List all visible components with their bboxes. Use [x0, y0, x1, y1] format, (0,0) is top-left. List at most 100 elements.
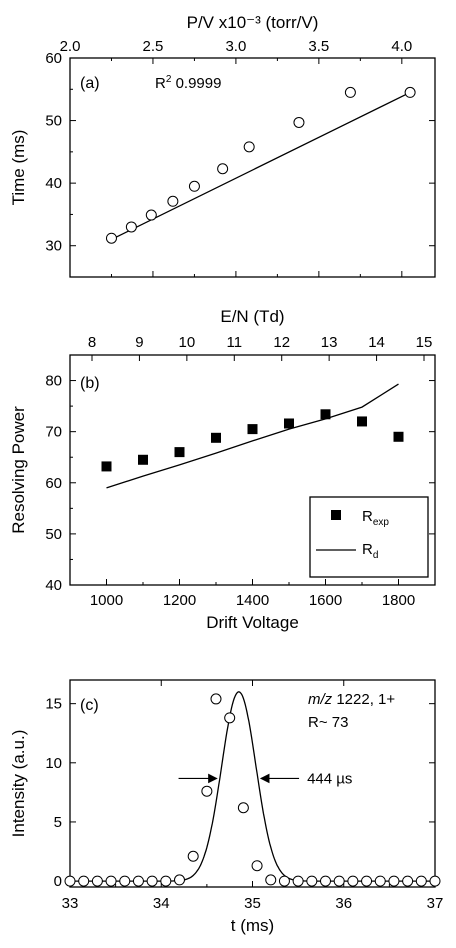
fwhm-label: 444 µs [307, 770, 352, 787]
legend-frame [309, 496, 429, 578]
bottom-tick-label-c: 33 [62, 895, 79, 912]
top-tick-label-b: 12 [273, 334, 290, 351]
gaussian-fit-curve [70, 691, 435, 882]
y-tick-label-c: 0 [54, 873, 62, 890]
y-tick-label-b: 50 [45, 526, 62, 543]
data-point-c [105, 875, 117, 887]
y-tick-label-b: 70 [45, 424, 62, 441]
plot-frame-c [69, 679, 436, 888]
bottom-tick-label-b: 1000 [90, 592, 123, 609]
rexp-point [393, 431, 404, 442]
top-tick-label-a: 2.0 [60, 38, 81, 55]
rexp-point [174, 447, 185, 458]
bottom-tick-label-b: 1400 [236, 592, 269, 609]
data-point-a [217, 163, 229, 175]
top-tick-label-a: 3.0 [225, 38, 246, 55]
bottom-tick-label-c: 34 [153, 895, 170, 912]
panel-c: 33 34 35 36 37 t (ms) 0 5 10 15 Intensity (a.u.) 44… [9, 679, 444, 935]
data-point-c [347, 875, 359, 887]
data-point-a [404, 86, 416, 98]
data-point-c [78, 875, 90, 887]
legend-square-marker [331, 510, 341, 520]
data-point-a [105, 232, 117, 244]
panel-b: 1000 1200 1400 1600 1800 Drift Voltage 8 9 10 11 1… [9, 307, 436, 632]
top-tick-label-a: 4.0 [391, 38, 412, 55]
data-point-c [402, 875, 414, 887]
y-tick-label-c: 5 [54, 814, 62, 831]
y-tick-label-a: 30 [45, 238, 62, 255]
bottom-axis-label-c: t (ms) [231, 916, 274, 935]
data-point-c [306, 875, 318, 887]
y-tick-label-a: 50 [45, 113, 62, 130]
mz-annotation: m/z 1222, 1+ [308, 691, 395, 708]
data-point-c [146, 875, 158, 887]
top-tick-label-b: 15 [416, 334, 433, 351]
data-point-a [293, 116, 305, 128]
legend-entry-rd: Rd [362, 541, 378, 561]
y-tick-label-a: 40 [45, 175, 62, 192]
top-tick-label-a: 3.5 [308, 38, 329, 55]
y-tick-label-b: 40 [45, 577, 62, 594]
bottom-tick-label-b: 1600 [309, 592, 342, 609]
legend-b: Rexp Rd [309, 496, 429, 578]
data-point-c [251, 860, 263, 872]
data-point-c [320, 875, 331, 887]
rexp-point [247, 424, 258, 435]
rd-line [106, 383, 399, 489]
top-tick-label-b: 10 [179, 334, 196, 351]
y-tick-label-b: 60 [45, 475, 62, 492]
rexp-point [101, 461, 112, 472]
data-point-a [188, 180, 200, 192]
top-tick-label-b: 13 [321, 334, 338, 351]
bottom-axis-label-b: Drift Voltage [206, 613, 299, 632]
data-point-c [415, 875, 427, 887]
top-tick-label-b: 9 [135, 334, 143, 351]
data-point-c [333, 875, 345, 887]
resolving-power-annotation: R~ 73 [308, 714, 348, 731]
data-point-c [174, 874, 185, 886]
y-tick-label-c: 10 [45, 755, 62, 772]
y-axis-label-a: Time (ms) [9, 130, 28, 206]
top-tick-label-b: 14 [368, 334, 385, 351]
data-point-a [243, 141, 255, 153]
data-point-c [224, 712, 236, 724]
bottom-tick-label-c: 37 [427, 895, 444, 912]
data-point-c [132, 875, 144, 887]
data-point-c [187, 850, 199, 862]
data-point-c [374, 875, 386, 887]
bottom-tick-label-c: 36 [335, 895, 352, 912]
panel-label-a: (a) [80, 75, 100, 92]
data-point-c [429, 875, 441, 887]
r2-annotation: R2 0.9999 [155, 74, 221, 92]
data-point-c [388, 875, 400, 887]
bottom-tick-label-b: 1800 [382, 592, 415, 609]
rexp-point [320, 409, 331, 420]
y-axis-label-b: Resolving Power [9, 406, 28, 534]
panel-label-c: (c) [80, 697, 99, 714]
plot-frame-b [69, 354, 436, 586]
top-tick-label-a: 2.5 [143, 38, 164, 55]
data-point-c [64, 875, 76, 887]
panel-a: 2.0 2.5 3.0 3.5 4.0 P/V x10⁻³ (torr/V) 30 40 50 6… [9, 13, 436, 278]
top-axis-label-a: P/V x10⁻³ (torr/V) [187, 13, 319, 32]
data-point-a [125, 221, 137, 233]
top-tick-label-b: 11 [226, 334, 242, 351]
data-point-c [265, 874, 277, 886]
rexp-point [211, 432, 221, 443]
data-point-c [210, 693, 222, 705]
y-tick-label-a: 60 [45, 50, 62, 67]
rexp-point [138, 454, 148, 465]
top-tick-label-b: 8 [88, 334, 96, 351]
data-point-c [292, 875, 304, 887]
bottom-tick-label-c: 35 [244, 895, 261, 912]
rexp-point [357, 416, 367, 427]
legend-entry-rexp: Rexp [362, 508, 389, 528]
data-point-c [201, 785, 213, 797]
data-point-c [91, 875, 103, 887]
data-point-c [361, 875, 373, 887]
data-point-c [278, 875, 290, 887]
rexp-point [284, 418, 294, 429]
data-point-c [237, 802, 249, 814]
y-tick-label-c: 15 [45, 696, 62, 713]
